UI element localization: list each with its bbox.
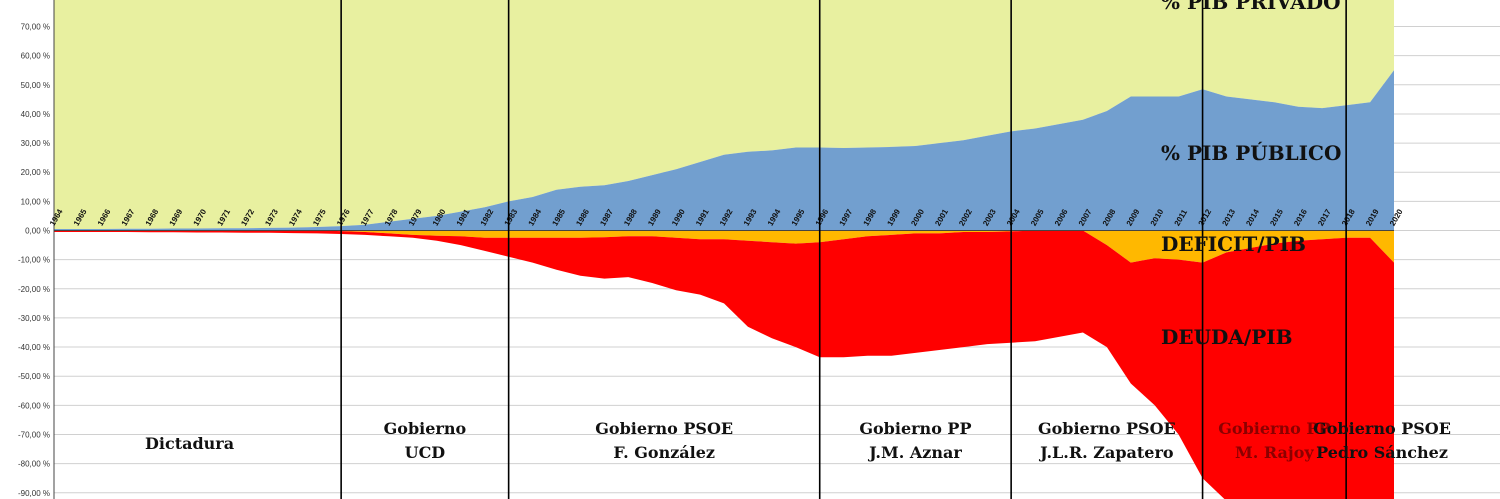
government-label: F. González [613,443,715,462]
y-tick-label: -70,00 % [18,430,50,439]
area-deficit-pib [54,230,1394,263]
y-tick-label: -80,00 % [18,460,50,469]
government-label: Gobierno PP [859,419,971,438]
y-tick-label: -90,00 % [18,489,50,498]
y-tick-label: 50,00 % [21,81,50,90]
series-label-deficit-pib: DEFICIT/PIB [1161,232,1306,256]
series-labels: % PIB PRIVADO % PIB PÚBLICO DEFICIT/PIB … [1161,0,1341,349]
area-pib-privado [54,0,1394,229]
area-deuda-pib [54,230,1394,499]
government-label: UCD [405,443,446,462]
series-label-pib-publico: % PIB PÚBLICO [1161,140,1341,165]
area-series [54,0,1394,499]
government-label: Gobierno [384,419,467,438]
series-label-pib-privado: % PIB PRIVADO [1161,0,1341,14]
y-tick-label: -30,00 % [18,314,50,323]
y-tick-label: 60,00 % [21,52,50,61]
y-tick-labels: 70,00 % 60,00 % 50,00 % 40,00 % 30,00 % 20,00… [18,23,50,498]
government-periods: Dictadura Gobierno UCD Gobierno PSOE F. Gonz… [145,0,1451,499]
government-label: Dictadura [145,434,234,453]
y-tick-label: 10,00 % [21,197,50,206]
government-label: Gobierno PSOE [1313,419,1451,438]
axes [53,0,1394,499]
y-tick-label: 40,00 % [21,110,50,119]
y-tick-label: -20,00 % [18,285,50,294]
y-tick-label: -50,00 % [18,372,50,381]
area-pib-publico [54,70,1394,231]
government-label: Gobierno PSOE [1038,419,1176,438]
y-tick-label: 20,00 % [21,168,50,177]
government-label: Gobierno PP [1218,419,1330,438]
y-tick-label: 70,00 % [21,23,50,32]
government-label: M. Rajoy [1235,443,1314,462]
series-label-deuda-pib: DEUDA/PIB [1161,325,1293,349]
government-label: J.L.R. Zapatero [1038,443,1174,462]
y-tick-label: 0,00 % [25,227,50,236]
y-tick-label: -60,00 % [18,401,50,410]
government-label: Pedro Sánchez [1316,443,1448,462]
y-tick-label: 30,00 % [21,139,50,148]
y-tick-label: -40,00 % [18,343,50,352]
government-label: Gobierno PSOE [595,419,733,438]
y-tick-label: -10,00 % [18,256,50,265]
government-label: J.M. Aznar [867,443,962,462]
